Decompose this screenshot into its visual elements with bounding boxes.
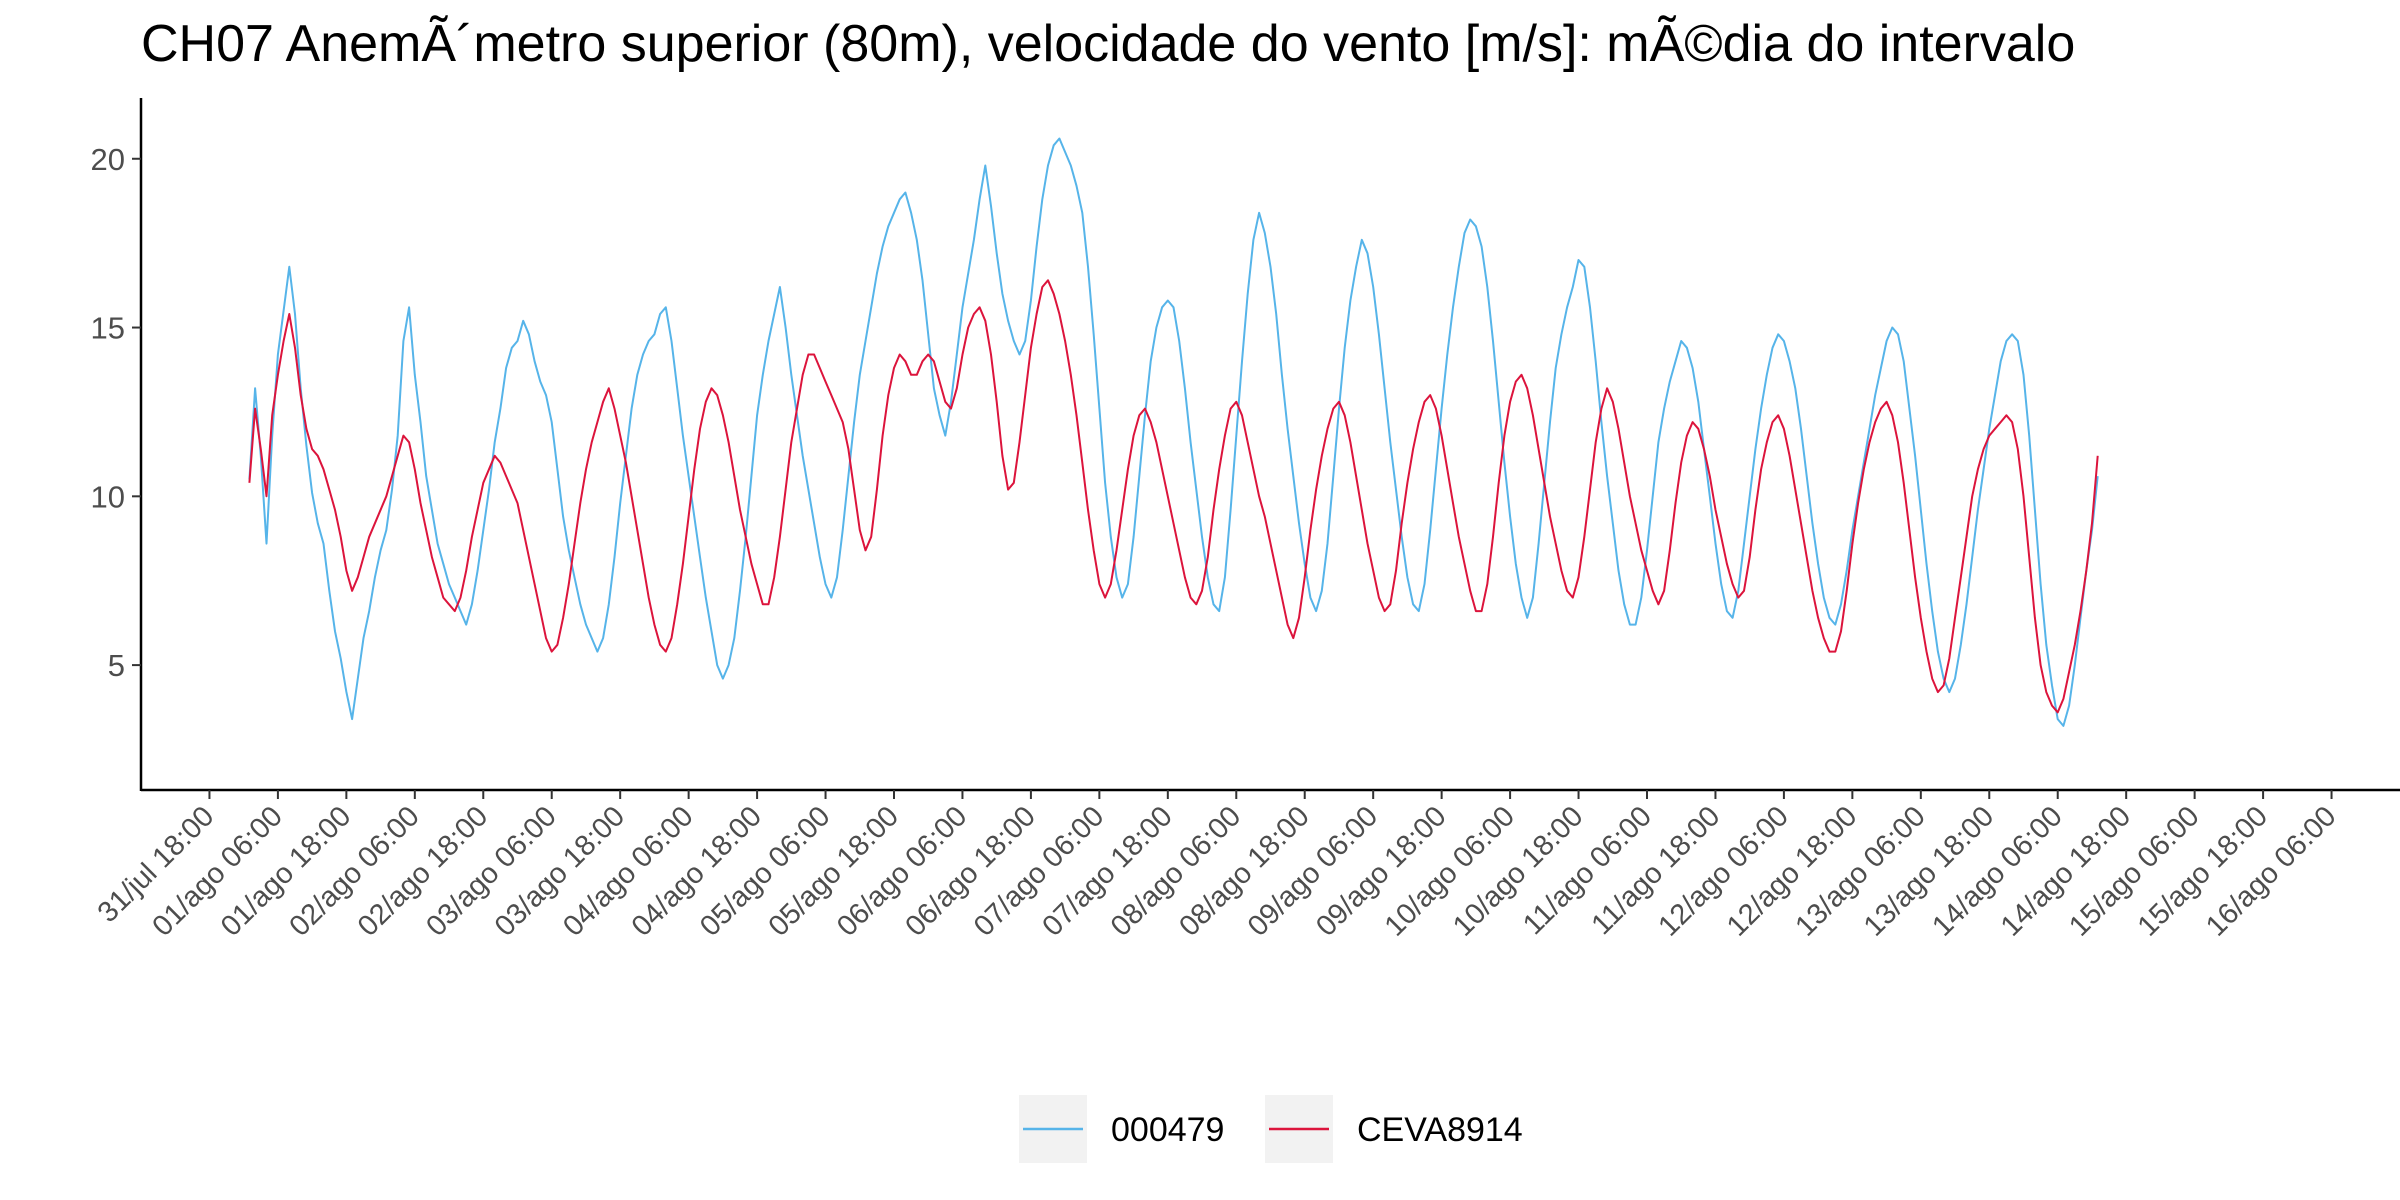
- legend-item-000479: 000479: [1019, 1095, 1224, 1163]
- y-tick-label: 15: [91, 311, 125, 346]
- y-axis-ticks: 5 10 15 20: [91, 142, 141, 683]
- chart-title: CH07 AnemÃ´metro superior (80m), velocid…: [141, 15, 2076, 73]
- series-line-000479: [248, 137, 2099, 727]
- series-layer: [248, 137, 2099, 727]
- y-tick-label: 20: [91, 142, 125, 177]
- legend-label-ceva8914: CEVA8914: [1357, 1111, 1523, 1149]
- series-line-ceva8914: [248, 279, 2099, 714]
- legend-item-ceva8914: CEVA8914: [1265, 1095, 1523, 1163]
- y-tick-label: 5: [108, 648, 125, 683]
- y-tick-label: 10: [91, 479, 125, 514]
- legend-label-000479: 000479: [1111, 1111, 1224, 1149]
- legend: 000479 CEVA8914: [1019, 1095, 1523, 1163]
